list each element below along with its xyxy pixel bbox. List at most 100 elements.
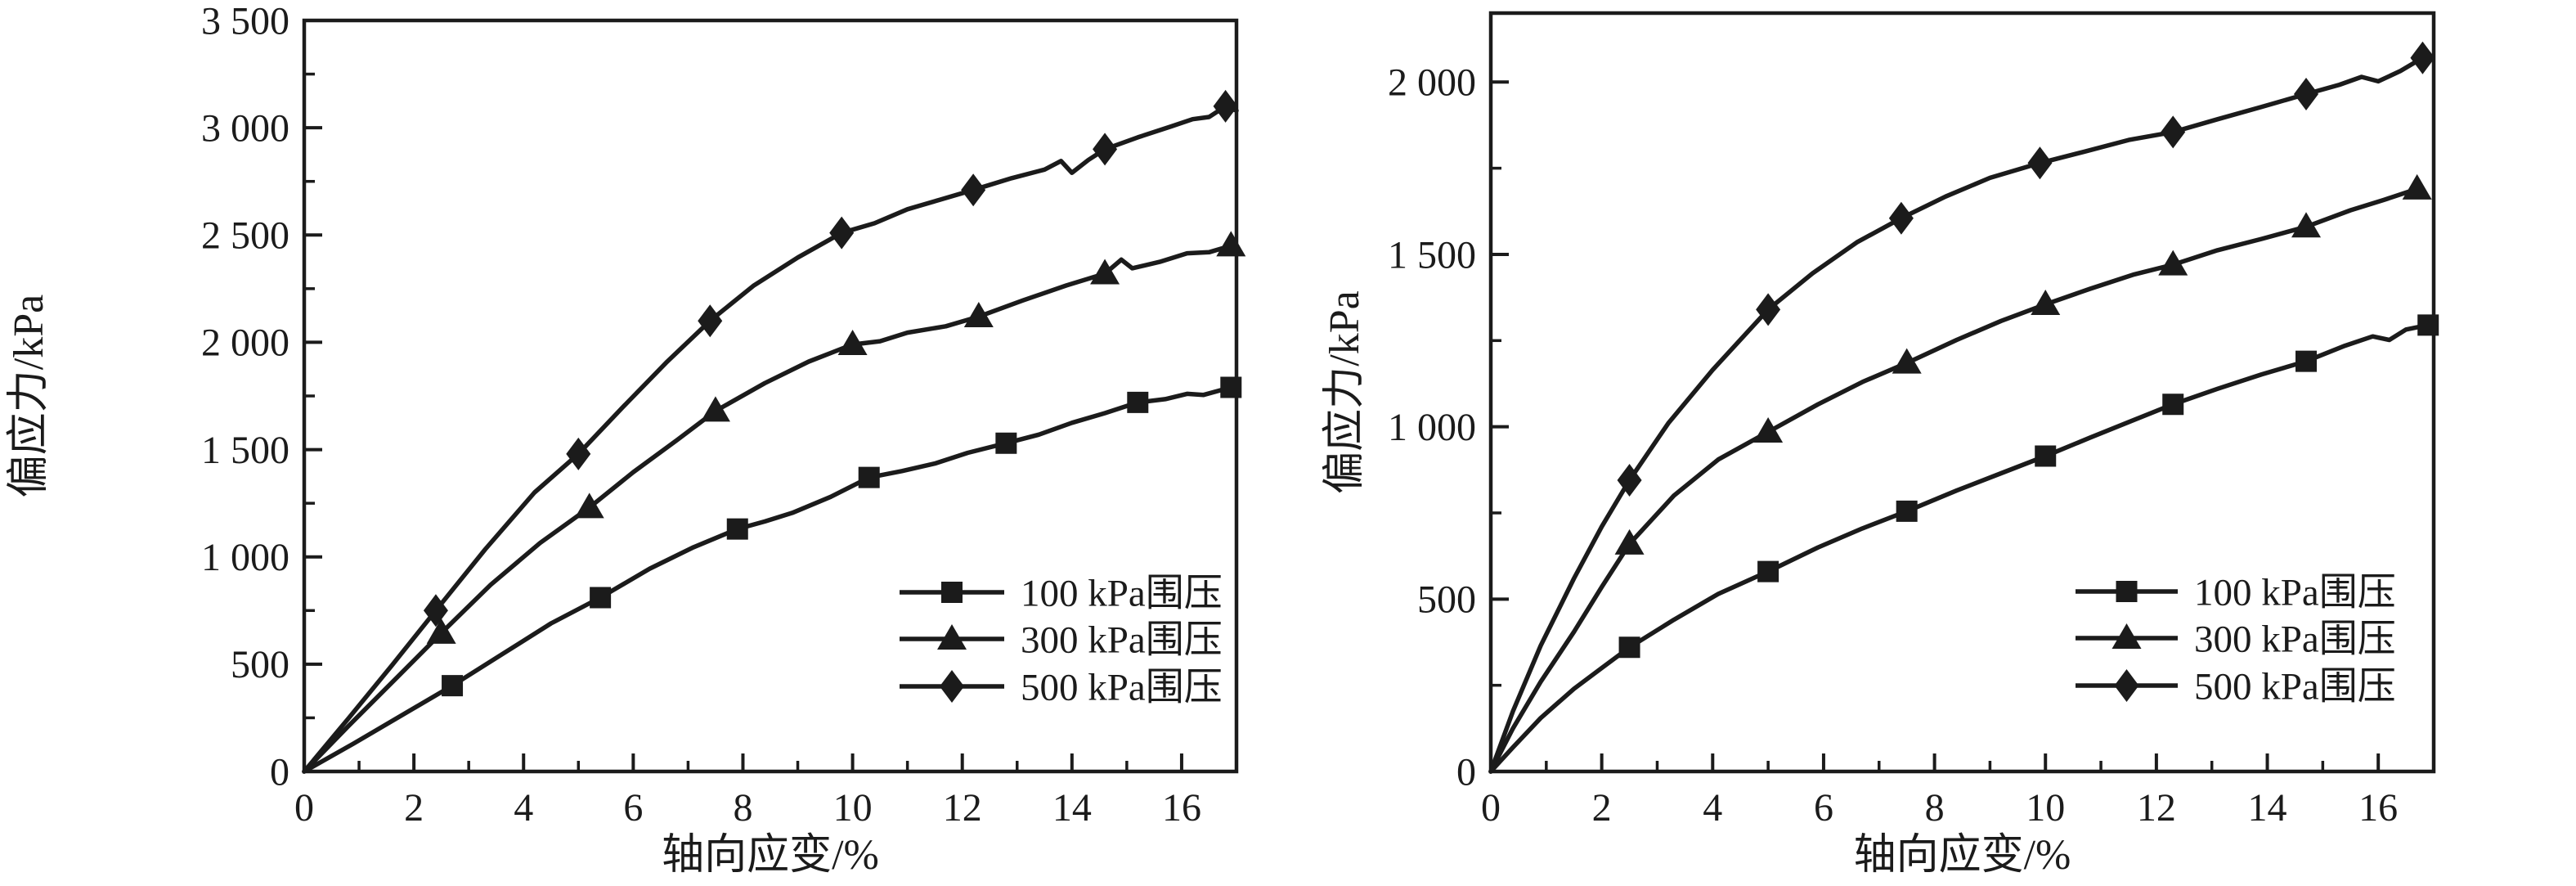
legend-label: 100 kPa围压 <box>1021 572 1223 614</box>
triangle-marker-icon <box>2158 250 2188 276</box>
chart-a-figure: 0 2 4 6 8 10 12 14 16 0 500 1 000 1 500 2 000 2 500 3 0… <box>6 0 1246 879</box>
triangle-marker-icon <box>837 330 868 356</box>
diamond-marker-icon <box>698 304 723 338</box>
square-marker-icon <box>1220 376 1242 398</box>
legend-label: 100 kPa围压 <box>2194 571 2396 614</box>
legend-diamond-icon <box>940 670 964 703</box>
x-axis-title: 轴向应变/% <box>1854 832 2071 879</box>
triangle-marker-icon <box>574 492 604 519</box>
triangle-marker-icon <box>2402 173 2432 200</box>
y-tick-label: 2 500 <box>201 214 289 258</box>
triangle-marker-icon <box>2031 290 2061 316</box>
triangle-marker-icon <box>963 301 994 327</box>
legend-item: 500 kPa围压 <box>2076 665 2396 708</box>
x-tick-label: 0 <box>1481 786 1501 830</box>
diamond-marker-icon <box>1888 201 1914 235</box>
square-marker-icon <box>1896 500 1918 522</box>
square-marker-icon <box>858 466 880 488</box>
series-line-triangle <box>302 243 1234 774</box>
y-tick-label: 3 500 <box>201 0 289 43</box>
x-tick-label: 16 <box>1162 786 1201 830</box>
y-tick-label: 1 000 <box>201 536 289 579</box>
square-marker-icon <box>995 432 1017 454</box>
legend-triangle-icon <box>937 624 967 650</box>
legend-square-icon <box>941 582 963 603</box>
x-axis-title: 轴向应变/% <box>662 832 879 879</box>
y-tick-label: 2 000 <box>1388 61 1476 105</box>
x-tick-label: 14 <box>1052 786 1092 830</box>
diamond-marker-icon <box>1617 463 1642 497</box>
legend-label: 300 kPa围压 <box>1021 618 1223 661</box>
series-line-square <box>1488 322 2430 774</box>
legend-diamond-icon <box>2114 669 2139 702</box>
chart-a-canvas: 0 2 4 6 8 10 12 14 16 0 500 1 000 1 500 2 000 2 500 3 0… <box>6 0 1246 879</box>
diamond-marker-icon <box>829 216 855 250</box>
legend-item: 500 kPa围压 <box>900 666 1223 708</box>
triangle-marker-icon <box>700 396 730 422</box>
x-tick-label: 8 <box>1925 786 1945 830</box>
legend-triangle-icon <box>2112 623 2142 649</box>
triangle-marker-icon <box>2291 212 2322 238</box>
triangle-marker-icon <box>1216 231 1246 257</box>
y-tick-label: 1 500 <box>201 429 289 472</box>
square-marker-icon <box>2035 445 2057 467</box>
x-tick-label: 6 <box>623 786 643 830</box>
legend-square-icon <box>2116 581 2138 602</box>
chart-b-canvas: 0 2 4 6 8 10 12 14 16 0 500 1 000 1 500 2 000 100 kPa围… <box>1322 11 2439 879</box>
triangle-marker-icon <box>426 618 456 644</box>
y-tick-label: 1 000 <box>1388 406 1476 449</box>
x-tick-label: 4 <box>1703 786 1722 830</box>
diamond-marker-icon <box>423 594 448 627</box>
x-tick-label: 0 <box>294 786 314 830</box>
y-tick-label: 0 <box>1456 750 1476 794</box>
triangle-marker-icon <box>1892 348 1922 374</box>
x-tick-label: 12 <box>943 786 982 830</box>
x-tick-label: 8 <box>733 786 752 830</box>
x-tick-label: 12 <box>2137 786 2176 830</box>
diamond-marker-icon <box>2027 146 2053 180</box>
y-tick-label: 500 <box>231 643 289 686</box>
x-tick-label: 4 <box>514 786 533 830</box>
diamond-marker-icon <box>2410 41 2435 74</box>
diamond-marker-icon <box>1213 89 1238 123</box>
diamond-marker-icon <box>961 173 986 207</box>
y-tick-label: 1 500 <box>1388 233 1476 277</box>
triangle-marker-icon <box>1090 259 1120 285</box>
x-tick-label: 16 <box>2358 786 2398 830</box>
square-marker-icon <box>726 518 748 540</box>
legend-item: 100 kPa围压 <box>900 572 1223 614</box>
x-tick-label: 10 <box>833 786 873 830</box>
square-marker-icon <box>2417 314 2439 336</box>
legend-item: 100 kPa围压 <box>2076 571 2396 614</box>
x-tick-label: 14 <box>2248 786 2287 830</box>
square-marker-icon <box>2296 350 2318 372</box>
plot-frame <box>1488 11 2436 774</box>
legend-item: 300 kPa围压 <box>2076 618 2396 660</box>
y-tick-label: 2 000 <box>201 322 289 365</box>
x-tick-label: 10 <box>2026 786 2065 830</box>
triangle-marker-icon <box>1614 528 1645 555</box>
diamond-marker-icon <box>1093 133 1118 166</box>
y-axis-title: 偏应力/kPa <box>6 295 52 497</box>
diamond-marker-icon <box>1756 293 1781 326</box>
diamond-marker-icon <box>566 437 591 470</box>
chart-b-figure: 0 2 4 6 8 10 12 14 16 0 500 1 000 1 500 2 000 100 kPa围… <box>1288 0 2576 886</box>
y-axis-title: 偏应力/kPa <box>1322 290 1368 493</box>
square-marker-icon <box>442 675 464 697</box>
legend-label: 500 kPa围压 <box>1021 666 1223 708</box>
square-marker-icon <box>2162 394 2184 416</box>
x-tick-label: 2 <box>1592 786 1612 830</box>
square-marker-icon <box>1618 636 1640 659</box>
series-line-diamond <box>1488 56 2426 774</box>
diamond-marker-icon <box>2161 115 2186 149</box>
y-tick-label: 3 000 <box>201 106 289 150</box>
y-tick-label: 500 <box>1417 578 1476 622</box>
square-marker-icon <box>1127 391 1149 413</box>
series-line-triangle <box>1488 187 2420 774</box>
y-tick-label: 0 <box>270 750 289 794</box>
diamond-marker-icon <box>2294 78 2319 111</box>
square-marker-icon <box>1757 560 1779 582</box>
